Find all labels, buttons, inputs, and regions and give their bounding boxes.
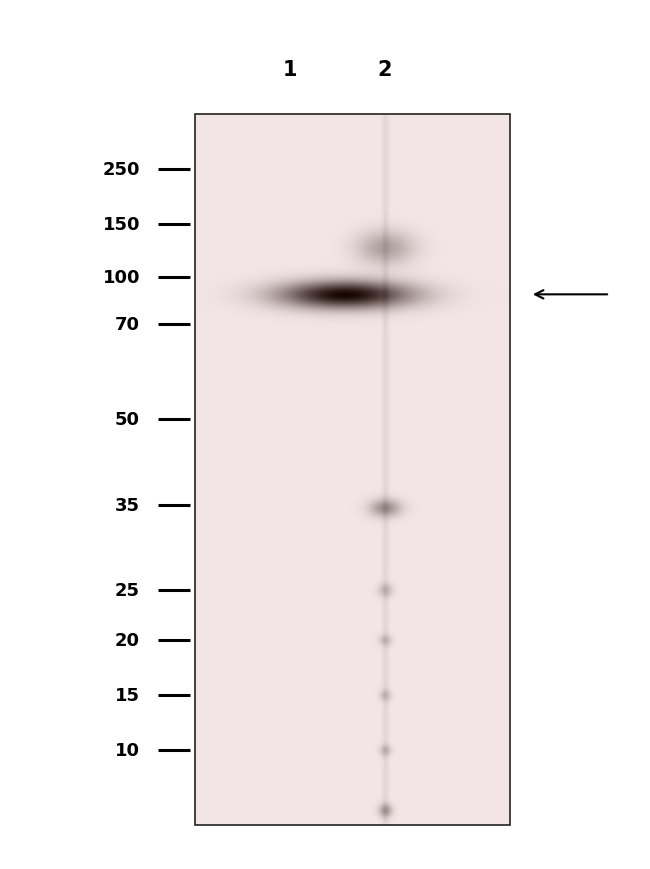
Text: 35: 35 [115, 496, 140, 514]
Bar [195, 115, 510, 825]
Text: 25: 25 [115, 581, 140, 599]
Text: 20: 20 [115, 631, 140, 649]
Text: 1: 1 [283, 60, 297, 80]
Text: 15: 15 [115, 686, 140, 704]
Text: 10: 10 [115, 741, 140, 759]
Text: 100: 100 [103, 269, 140, 287]
Text: 250: 250 [103, 161, 140, 179]
Text: 70: 70 [115, 316, 140, 334]
Text: 150: 150 [103, 216, 140, 234]
Text: 2: 2 [378, 60, 392, 80]
Text: 50: 50 [115, 411, 140, 429]
